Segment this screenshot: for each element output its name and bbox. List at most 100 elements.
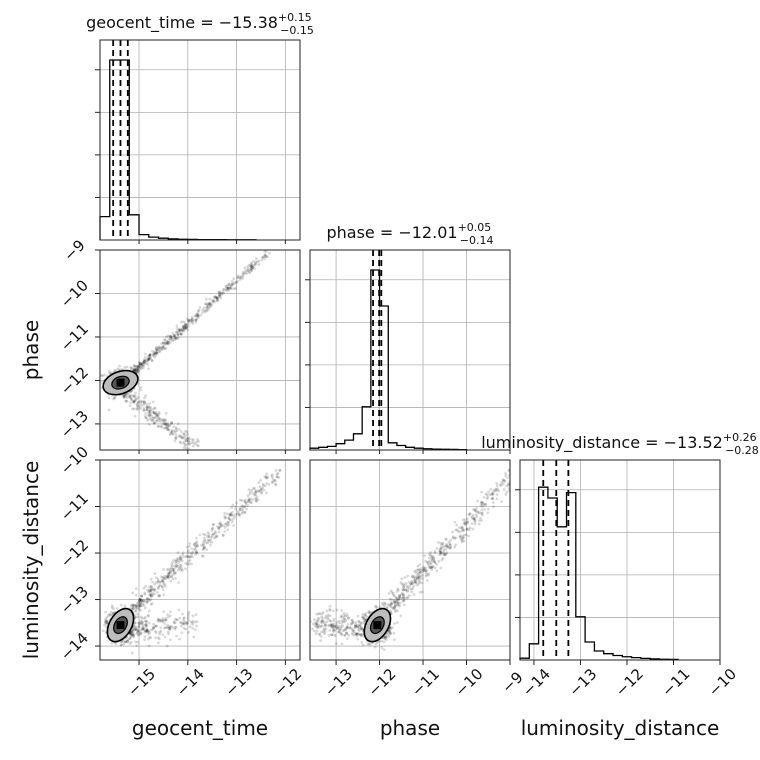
sample-point — [133, 640, 137, 644]
sample-point — [178, 637, 181, 641]
sample-point — [202, 539, 206, 543]
sample-point — [368, 611, 372, 614]
sample-point — [146, 630, 150, 634]
histogram-phase — [309, 269, 468, 451]
sample-point — [491, 497, 495, 501]
sample-point — [332, 619, 336, 623]
sample-point — [182, 320, 185, 324]
sample-point — [123, 604, 127, 608]
sample-point — [351, 631, 354, 634]
sample-point — [146, 359, 150, 363]
sample-point — [177, 328, 181, 332]
sample-point — [195, 540, 199, 544]
sample-point — [465, 527, 469, 531]
sample-point — [413, 580, 417, 584]
sample-point — [186, 328, 189, 332]
sample-point — [159, 618, 163, 622]
sample-point — [486, 507, 490, 511]
sample-point — [465, 528, 469, 532]
sample-point — [141, 625, 144, 629]
sample-point — [163, 635, 167, 639]
sample-point — [389, 632, 393, 635]
sample-point — [448, 543, 452, 547]
sample-point — [160, 578, 164, 582]
sample-point — [433, 566, 437, 570]
sample-point — [178, 555, 182, 558]
sample-point — [177, 336, 180, 340]
sample-point — [138, 362, 141, 365]
sample-point — [435, 547, 439, 550]
sample-point — [155, 348, 158, 352]
sample-point — [355, 634, 358, 638]
sample-point — [171, 567, 175, 571]
sample-point — [402, 588, 405, 592]
sample-point — [505, 490, 509, 494]
sample-point — [182, 555, 186, 559]
sample-point — [254, 262, 257, 266]
sample-point — [190, 438, 194, 441]
sample-point — [417, 581, 421, 585]
sample-point — [326, 613, 330, 617]
sample-point — [265, 472, 269, 476]
sample-point — [413, 569, 417, 573]
sample-point — [275, 475, 279, 479]
sample-point — [145, 417, 148, 420]
sample-point — [161, 633, 165, 637]
sample-point — [217, 522, 221, 526]
sample-point — [420, 581, 424, 585]
sample-point — [453, 545, 457, 549]
sample-point — [201, 543, 205, 547]
sample-point — [138, 597, 142, 601]
sample-point — [182, 327, 186, 331]
sample-point — [264, 255, 268, 258]
sample-point — [110, 613, 113, 617]
sample-point — [156, 577, 160, 581]
sample-point — [145, 624, 149, 628]
sample-point — [151, 587, 155, 591]
sample-point — [238, 508, 242, 511]
sample-point — [145, 620, 149, 623]
sample-point — [397, 597, 401, 601]
sample-point — [257, 490, 261, 493]
sample-point — [222, 292, 226, 295]
sample-point — [131, 633, 135, 637]
sample-point — [212, 532, 216, 536]
sample-point — [244, 500, 247, 504]
sample-point — [108, 369, 111, 373]
sample-point — [187, 631, 190, 634]
sample-point — [411, 580, 415, 584]
sample-point — [169, 571, 172, 575]
sample-point — [132, 395, 136, 399]
sample-point — [169, 336, 173, 340]
sample-point — [487, 490, 491, 494]
sample-point — [129, 632, 133, 636]
sample-point — [276, 244, 279, 247]
sample-point — [331, 624, 335, 627]
sample-point — [148, 590, 152, 594]
sample-point — [454, 543, 457, 547]
sample-point — [339, 626, 343, 630]
sample-point — [397, 588, 400, 592]
sample-point — [350, 618, 354, 622]
sample-point — [497, 489, 501, 493]
sample-point — [171, 577, 175, 581]
sample-point — [178, 328, 182, 332]
sample-point — [432, 560, 436, 564]
sample-point — [196, 311, 200, 315]
sample-point — [218, 525, 222, 529]
sample-point — [108, 371, 112, 375]
sample-point — [424, 571, 428, 575]
sample-point — [203, 302, 207, 306]
sample-point — [413, 571, 417, 574]
sample-point — [227, 288, 231, 292]
sample-point — [129, 635, 133, 639]
sample-point — [176, 332, 180, 336]
sample-point — [420, 577, 424, 580]
sample-point — [250, 267, 253, 271]
sample-point — [139, 622, 143, 626]
sample-point — [172, 334, 176, 337]
sample-point — [163, 618, 167, 622]
sample-point — [272, 243, 275, 246]
sample-point — [127, 395, 131, 398]
sample-point — [154, 415, 158, 419]
